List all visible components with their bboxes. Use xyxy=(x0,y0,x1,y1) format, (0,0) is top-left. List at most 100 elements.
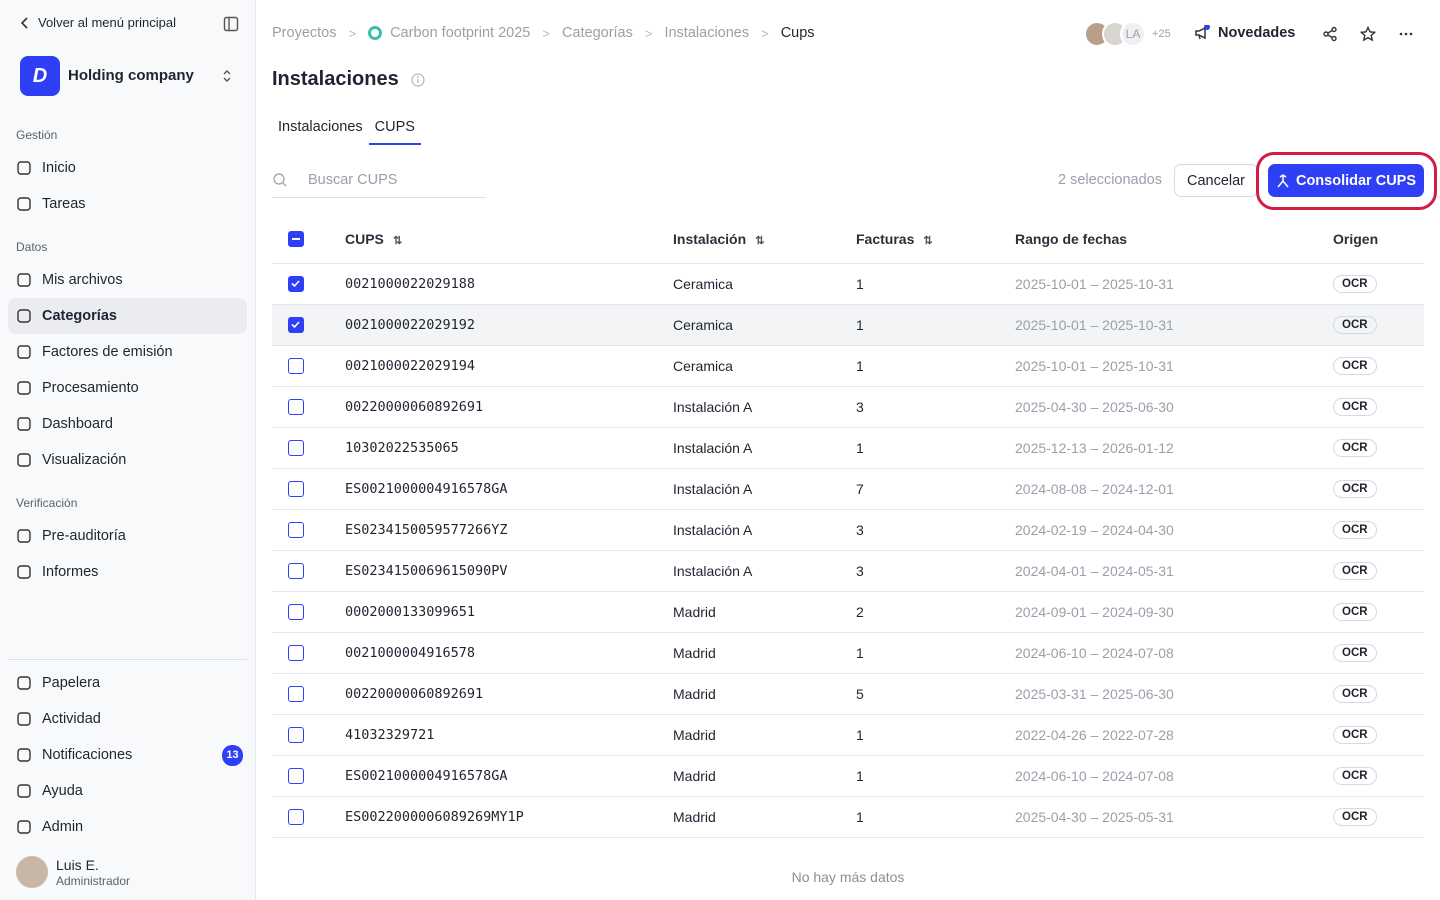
nav-item[interactable]: Pre-auditoría xyxy=(8,518,247,554)
table-footer: No hay más datos xyxy=(791,869,905,885)
back-link[interactable]: Volver al menú principal xyxy=(20,15,176,30)
invoice-count: 2 xyxy=(856,603,864,620)
tab[interactable]: Instalaciones xyxy=(278,119,363,135)
nav-item[interactable]: Inicio xyxy=(8,150,247,186)
installation: Ceramica xyxy=(673,275,733,292)
nav-item[interactable]: Notificaciones 13 xyxy=(8,737,247,773)
cell: 2024-09-01 – 2024-09-30 xyxy=(1015,591,1333,633)
table-row[interactable]: 10302022535065 Instalación A 1 2025-12-13 –… xyxy=(272,427,1424,469)
cancel-button[interactable]: Cancelar xyxy=(1174,164,1258,197)
table-row[interactable]: ES0234150059577266YZ Instalación A 3 2024-0… xyxy=(272,509,1424,551)
table-row[interactable]: ES0021000004916578GA Instalación A 7 2024-0… xyxy=(272,468,1424,510)
checkbox[interactable] xyxy=(288,440,304,457)
table-row[interactable]: 00220000060892691 Instalación A 3 2025-04-3… xyxy=(272,386,1424,428)
checkbox[interactable] xyxy=(288,645,304,662)
row-select xyxy=(272,796,345,838)
checkbox[interactable] xyxy=(288,399,304,416)
checkbox[interactable] xyxy=(288,481,304,498)
sort-icon: ⇅ xyxy=(920,234,933,247)
collaborators[interactable]: LA +25 xyxy=(1084,21,1171,47)
breadcrumb[interactable]: Categorías xyxy=(561,25,633,41)
cell: 1 xyxy=(856,345,1015,387)
cell: Madrid xyxy=(673,796,856,838)
nav-item[interactable]: Visualización xyxy=(8,442,247,478)
consolidate-text: Consolidar CUPS xyxy=(1295,172,1417,189)
tab[interactable]: CUPS xyxy=(368,109,421,145)
cell: OCR xyxy=(1333,550,1424,592)
checkbox[interactable] xyxy=(288,522,304,539)
nav-icon xyxy=(17,712,31,726)
cell: 41032329721 xyxy=(345,714,673,756)
table-row[interactable]: ES0021000004916578GA Madrid 1 2024-06-10 – … xyxy=(272,755,1424,797)
nav-item[interactable]: Ayuda xyxy=(8,773,247,809)
nav-item[interactable]: Dashboard xyxy=(8,406,247,442)
consolidate-button[interactable]: Consolidar CUPS xyxy=(1268,164,1424,197)
origin-badge: OCR xyxy=(1333,357,1377,375)
nav-item[interactable]: Factores de emisión xyxy=(8,334,247,370)
table-body: 0021000022029188 Ceramica 1 2025-10-01 – 20… xyxy=(272,263,1424,838)
table-row[interactable]: 0002000133099651 Madrid 2 2024-09-01 – 2024… xyxy=(272,591,1424,633)
table-row[interactable]: ES0022000006089269MY1P Madrid 1 2025-04-30 … xyxy=(272,796,1424,838)
more-icon[interactable] xyxy=(1398,26,1414,42)
cell: 2025-03-31 – 2025-06-30 xyxy=(1015,673,1333,715)
origin-badge: OCR xyxy=(1333,439,1377,457)
breadcrumb[interactable]: Proyectos xyxy=(272,25,337,41)
collapse-icon[interactable] xyxy=(223,16,239,32)
column-header[interactable]: Origen xyxy=(1333,215,1424,264)
nav-item[interactable]: Actividad xyxy=(8,701,247,737)
checkbox[interactable] xyxy=(288,276,304,293)
checkbox[interactable] xyxy=(288,727,304,744)
invoice-count: 1 xyxy=(856,275,864,292)
column-header[interactable]: Facturas ⇅ xyxy=(856,215,1015,264)
checkbox[interactable] xyxy=(288,604,304,621)
checkbox[interactable] xyxy=(288,317,304,334)
column-header[interactable]: CUPS ⇅ xyxy=(345,215,673,264)
table-row[interactable]: 0021000004916578 Madrid 1 2024-06-10 – 2024… xyxy=(272,632,1424,674)
invoice-count: 7 xyxy=(856,480,864,497)
table-row[interactable]: 0021000022029188 Ceramica 1 2025-10-01 – 20… xyxy=(272,263,1424,305)
origin-badge: OCR xyxy=(1333,521,1377,539)
sidebar: Volver al menú principal D Holding compa… xyxy=(0,0,256,900)
checkbox[interactable] xyxy=(288,686,304,703)
nav-item[interactable]: Procesamiento xyxy=(8,370,247,406)
checkbox[interactable] xyxy=(288,358,304,375)
nav-item[interactable]: Tareas xyxy=(8,186,247,222)
nav-item[interactable]: Admin xyxy=(8,809,247,845)
nav-label: Actividad xyxy=(42,711,101,727)
checkbox[interactable] xyxy=(288,563,304,580)
breadcrumb[interactable]: Carbon footprint 2025 xyxy=(390,25,531,41)
invoice-count: 1 xyxy=(856,767,864,784)
search[interactable]: Buscar CUPS xyxy=(272,162,486,198)
breadcrumb[interactable]: Cups xyxy=(780,25,815,41)
invoice-count: 1 xyxy=(856,644,864,661)
nav-icon xyxy=(17,197,31,211)
share-icon[interactable] xyxy=(1322,26,1338,42)
table-row[interactable]: 00220000060892691 Madrid 5 2025-03-31 – 202… xyxy=(272,673,1424,715)
breadcrumb[interactable]: Instalaciones xyxy=(664,25,750,41)
table-row[interactable]: 0021000022029194 Ceramica 1 2025-10-01 – 20… xyxy=(272,345,1424,387)
nav-item[interactable]: Categorías xyxy=(8,298,247,334)
checkbox[interactable] xyxy=(288,768,304,785)
section-label: Verificación xyxy=(16,496,78,510)
column-header[interactable]: Instalación ⇅ xyxy=(673,215,856,264)
checkbox[interactable] xyxy=(288,809,304,826)
table-row[interactable]: ES0234150069615090PV Instalación A 3 2024-0… xyxy=(272,550,1424,592)
nav-item[interactable]: Informes xyxy=(8,554,247,590)
nav-icon xyxy=(17,748,31,762)
table-row[interactable]: 41032329721 Madrid 1 2022-04-26 – 2022-07-2… xyxy=(272,714,1424,756)
nav-item[interactable]: Papelera xyxy=(8,665,247,701)
nav-item[interactable]: Mis archivos xyxy=(8,262,247,298)
cell: Instalación A xyxy=(673,427,856,469)
news-button[interactable]: Novedades xyxy=(1194,25,1295,41)
column-header[interactable]: Rango de fechas xyxy=(1015,215,1333,264)
org-name[interactable]: Holding company xyxy=(68,67,194,84)
section-label: Datos xyxy=(16,240,48,254)
cell: Instalación A xyxy=(673,468,856,510)
star-icon[interactable] xyxy=(1360,26,1376,42)
origin-badge: OCR xyxy=(1333,562,1377,580)
cups-code: ES0021000004916578GA xyxy=(345,768,508,784)
cups-code: ES0022000006089269MY1P xyxy=(345,809,524,825)
table-row[interactable]: 0021000022029192 Ceramica 1 2025-10-01 – 20… xyxy=(272,304,1424,346)
nav-label: Factores de emisión xyxy=(42,344,173,360)
installation: Madrid xyxy=(673,603,716,620)
